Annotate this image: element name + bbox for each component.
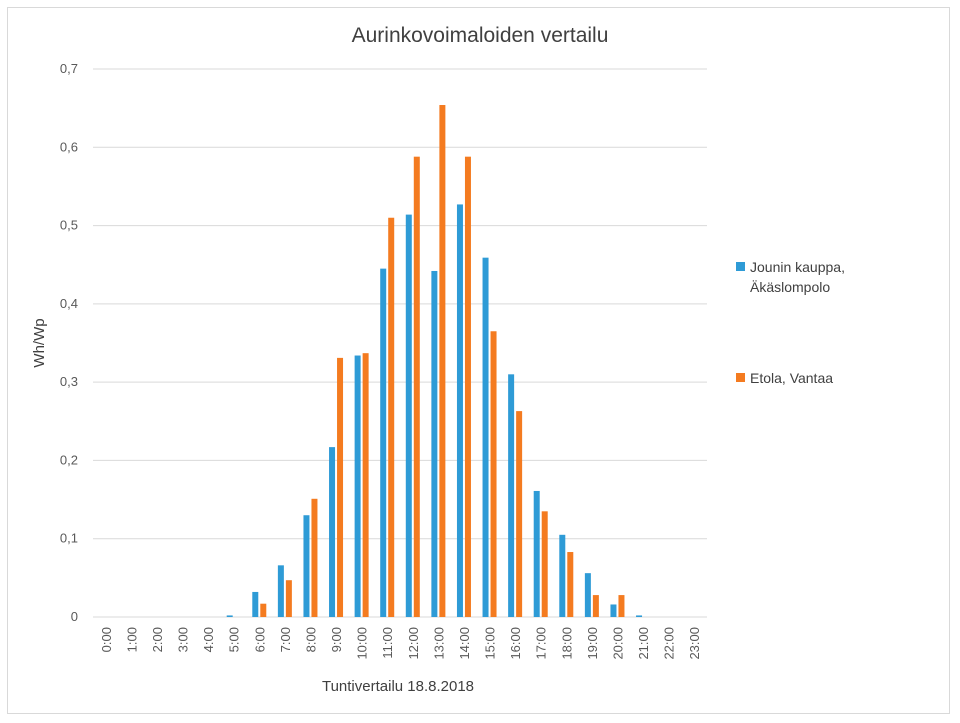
gridlines <box>93 68 707 618</box>
bar <box>362 353 369 617</box>
y-tick-label: 0,3 <box>60 374 78 389</box>
x-tick-label: 4:00 <box>201 627 216 652</box>
bar <box>226 615 233 617</box>
bar <box>260 603 267 617</box>
bar <box>285 580 292 617</box>
x-tick-label: 20:00 <box>610 627 625 660</box>
bar <box>337 357 344 617</box>
bar <box>541 511 548 617</box>
x-tick-label: 19:00 <box>585 627 600 660</box>
bar <box>508 374 515 617</box>
y-tick-label: 0,4 <box>60 296 78 311</box>
chart-frame <box>7 7 950 714</box>
bar <box>277 565 284 617</box>
x-tick-label: 8:00 <box>303 627 318 652</box>
bar <box>636 615 643 617</box>
y-tick-label: 0,7 <box>60 61 78 76</box>
bar <box>456 204 463 618</box>
x-tick-label: 6:00 <box>252 627 267 652</box>
x-tick-label: 18:00 <box>559 627 574 660</box>
bar <box>516 411 523 617</box>
x-tick-label: 1:00 <box>124 627 139 652</box>
legend: Jounin kauppa, Äkäslompolo Etola, Vantaa <box>736 259 845 386</box>
y-axis-label: Wh/Wp <box>31 318 48 367</box>
x-tick-label: 16:00 <box>508 627 523 660</box>
bar <box>388 217 395 617</box>
legend-label: Äkäslompolo <box>750 279 830 295</box>
chart-title: Aurinkovoimaloiden vertailu <box>352 24 609 47</box>
bar <box>439 105 446 618</box>
bar <box>559 534 566 617</box>
bar <box>464 156 471 617</box>
bar <box>482 257 489 617</box>
x-tick-label: 2:00 <box>150 627 165 652</box>
y-tick-label: 0,1 <box>60 531 78 546</box>
x-tick-label: 11:00 <box>380 627 395 659</box>
bar <box>405 214 412 617</box>
bar <box>252 591 259 617</box>
bar <box>618 595 625 617</box>
bars <box>226 105 643 618</box>
x-tick-label: 0:00 <box>99 627 114 652</box>
bar <box>584 573 591 617</box>
x-tick-label: 7:00 <box>278 627 293 652</box>
y-tick-label: 0,2 <box>60 452 78 467</box>
x-tick-label: 13:00 <box>431 627 446 660</box>
bar <box>311 498 318 617</box>
x-tick-label: 3:00 <box>176 627 191 652</box>
x-tick-label: 23:00 <box>687 627 702 660</box>
x-tick-label: 14:00 <box>457 627 472 660</box>
bar <box>303 515 310 617</box>
x-tick-label: 10:00 <box>355 627 370 660</box>
bar <box>592 595 599 617</box>
x-tick-label: 21:00 <box>636 627 651 660</box>
y-tick-label: 0,5 <box>60 218 78 233</box>
y-tick-label: 0 <box>71 609 78 624</box>
bar <box>354 355 361 617</box>
legend-label: Jounin kauppa, <box>750 259 845 275</box>
legend-swatch <box>736 262 745 271</box>
legend-swatch <box>736 373 745 382</box>
x-tick-label: 17:00 <box>534 627 549 660</box>
bar <box>610 604 617 617</box>
y-axis-ticks: 0 0,1 0,2 0,3 0,4 0,5 0,6 0,7 <box>60 61 78 624</box>
x-tick-label: 5:00 <box>227 627 242 652</box>
bar <box>431 270 438 617</box>
x-tick-label: 9:00 <box>329 627 344 652</box>
x-tick-label: 22:00 <box>662 627 677 660</box>
legend-label: Etola, Vantaa <box>750 370 833 386</box>
x-tick-label: 15:00 <box>483 627 498 660</box>
bar <box>533 490 540 617</box>
y-tick-label: 0,6 <box>60 139 78 154</box>
x-axis-label: Tuntivertailu 18.8.2018 <box>322 678 474 695</box>
bar <box>490 331 497 617</box>
bar <box>413 156 420 617</box>
bar <box>567 552 574 617</box>
bar <box>329 447 336 617</box>
x-axis-ticks: 0:00 1:00 2:00 3:00 4:00 5:00 6:00 7:00 8:00 9:00… <box>99 627 702 660</box>
bar <box>380 268 387 617</box>
x-tick-label: 12:00 <box>406 627 421 660</box>
